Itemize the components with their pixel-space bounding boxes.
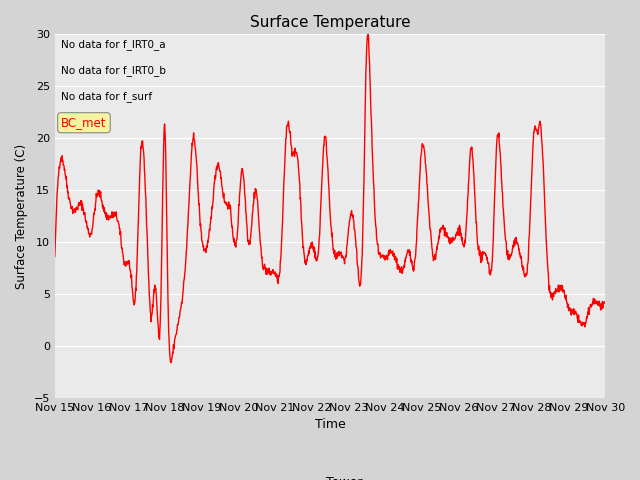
Legend: Tower: Tower [292,471,367,480]
Y-axis label: Surface Temperature (C): Surface Temperature (C) [15,144,28,288]
Text: No data for f_IRT0_b: No data for f_IRT0_b [61,65,166,76]
Title: Surface Temperature: Surface Temperature [250,15,410,30]
Text: No data for f_surf: No data for f_surf [61,92,152,102]
Text: BC_met: BC_met [61,116,107,129]
X-axis label: Time: Time [315,419,346,432]
Text: No data for f_IRT0_a: No data for f_IRT0_a [61,39,166,49]
